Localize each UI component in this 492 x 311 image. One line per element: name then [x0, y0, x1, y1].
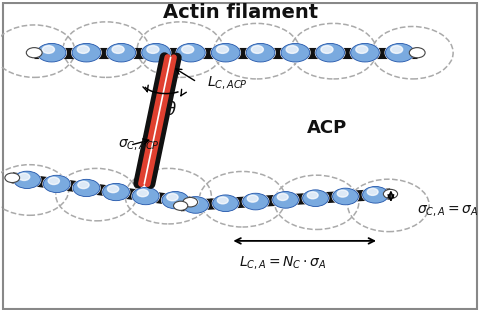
Circle shape [176, 43, 206, 62]
Text: $\sigma_{C,ACP}$: $\sigma_{C,ACP}$ [118, 138, 160, 153]
Text: $\sigma_{C,A} = \sigma_A$: $\sigma_{C,A} = \sigma_A$ [417, 204, 479, 219]
Circle shape [162, 192, 189, 209]
Circle shape [26, 48, 42, 58]
Circle shape [132, 187, 159, 205]
Circle shape [102, 183, 130, 201]
Circle shape [356, 46, 368, 53]
Circle shape [350, 43, 380, 62]
Circle shape [362, 186, 389, 203]
Circle shape [391, 46, 402, 53]
Circle shape [78, 181, 89, 188]
Circle shape [316, 44, 344, 62]
Circle shape [43, 175, 70, 193]
Circle shape [281, 43, 310, 62]
Text: Actin filament: Actin filament [162, 3, 318, 22]
Circle shape [321, 46, 333, 53]
Circle shape [303, 190, 329, 207]
Circle shape [187, 198, 198, 206]
Circle shape [315, 43, 345, 62]
Circle shape [137, 189, 149, 197]
Text: ACP: ACP [307, 119, 347, 137]
Circle shape [183, 197, 198, 207]
Circle shape [77, 46, 90, 53]
Circle shape [19, 173, 30, 180]
Circle shape [162, 191, 189, 209]
Circle shape [183, 197, 209, 213]
Circle shape [367, 188, 378, 195]
Circle shape [107, 44, 136, 62]
Circle shape [73, 179, 100, 197]
Circle shape [177, 44, 205, 62]
Circle shape [383, 189, 398, 198]
Circle shape [42, 46, 55, 53]
Circle shape [37, 44, 66, 62]
Circle shape [72, 44, 101, 62]
Circle shape [337, 190, 348, 197]
Circle shape [107, 185, 119, 193]
Circle shape [363, 187, 388, 203]
Circle shape [243, 193, 269, 210]
Circle shape [308, 192, 318, 199]
Text: $L_{C,A} = N_C \cdot \sigma_A$: $L_{C,A} = N_C \cdot \sigma_A$ [239, 254, 327, 271]
Circle shape [48, 177, 60, 184]
Circle shape [385, 44, 414, 62]
Circle shape [141, 43, 171, 62]
Circle shape [332, 188, 359, 205]
Circle shape [247, 195, 258, 202]
Circle shape [286, 46, 298, 53]
Circle shape [107, 43, 136, 62]
Circle shape [251, 46, 263, 53]
Circle shape [277, 193, 288, 201]
Text: $\theta$: $\theta$ [165, 101, 177, 119]
Circle shape [5, 173, 20, 183]
Circle shape [37, 43, 66, 62]
Circle shape [246, 43, 275, 62]
Circle shape [303, 190, 329, 207]
Circle shape [43, 175, 70, 193]
Circle shape [409, 48, 425, 58]
Circle shape [182, 46, 194, 53]
Circle shape [147, 46, 159, 53]
Circle shape [73, 179, 100, 197]
Circle shape [103, 183, 129, 201]
Circle shape [212, 44, 240, 62]
Circle shape [281, 44, 309, 62]
Circle shape [112, 46, 124, 53]
Circle shape [273, 191, 299, 208]
Circle shape [217, 197, 228, 204]
Circle shape [142, 44, 170, 62]
Circle shape [333, 188, 359, 205]
Circle shape [167, 193, 178, 201]
Circle shape [183, 197, 209, 213]
Circle shape [14, 171, 40, 188]
Circle shape [351, 44, 379, 62]
Circle shape [385, 43, 414, 62]
Circle shape [13, 171, 41, 189]
Circle shape [213, 195, 239, 211]
Circle shape [216, 46, 229, 53]
Circle shape [211, 43, 241, 62]
Circle shape [213, 195, 239, 212]
Circle shape [273, 192, 299, 208]
Circle shape [174, 201, 188, 210]
Circle shape [246, 44, 275, 62]
Circle shape [132, 188, 159, 205]
Circle shape [243, 193, 269, 210]
Text: $L_{C,ACP}$: $L_{C,ACP}$ [207, 73, 247, 91]
Circle shape [72, 43, 101, 62]
